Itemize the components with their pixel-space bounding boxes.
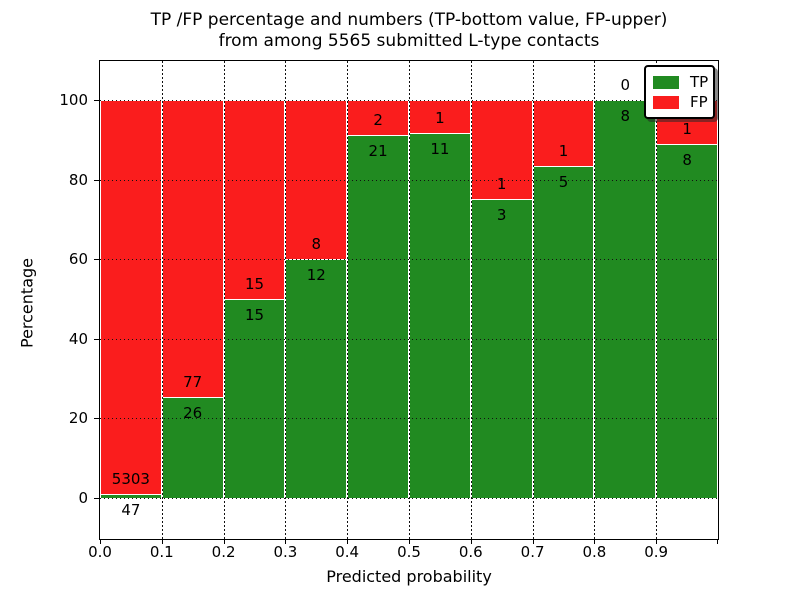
bar-count-label-tp: 5: [558, 173, 569, 192]
bar-count-label-tp: 11: [430, 140, 450, 159]
gridline-vertical: [409, 61, 410, 539]
legend-entry-tp: TP: [653, 72, 713, 92]
bar-count-label-tp: 15: [244, 305, 265, 324]
legend: TP FP: [644, 65, 715, 119]
bar-segment-tp: [223, 298, 286, 498]
y-tick-label: 100: [59, 90, 88, 109]
x-tick-mark: [470, 540, 472, 544]
legend-swatch-fp-icon: [653, 95, 679, 109]
x-tick-label: 0.3: [273, 543, 298, 561]
bar-count-label-fp: 5303: [111, 470, 150, 489]
gridline-vertical: [532, 61, 534, 539]
gridline-vertical: [656, 61, 658, 539]
x-axis-label: Predicted probability: [326, 567, 492, 586]
gridline-vertical: [223, 61, 225, 539]
bar-segment-fp: [161, 99, 224, 398]
x-tick-label: 0.4: [335, 543, 360, 561]
bar-count-label-fp: 1: [682, 120, 692, 139]
bar-count-label-fp: 2: [373, 110, 383, 129]
bar-segment-fp: [100, 99, 162, 495]
x-tick-label: 0.0: [88, 543, 112, 561]
x-tick-label: 0.7: [520, 543, 545, 561]
gridline-vertical: [161, 61, 163, 539]
chart-title: TP /FP percentage and numbers (TP-bottom…: [100, 10, 718, 52]
gridline-vertical: [594, 61, 596, 539]
chart-title-line1: TP /FP percentage and numbers (TP-bottom…: [150, 10, 668, 30]
bar-count-label-tp: 8: [682, 151, 692, 170]
bar-segment-tp: [100, 494, 162, 498]
legend-label-tp: TP: [690, 72, 709, 91]
y-tick-label: 60: [68, 250, 88, 269]
bar-segment-tp: [285, 259, 348, 498]
y-tick-label: 20: [68, 409, 88, 428]
bar-count-label-fp: 8: [311, 235, 322, 254]
y-tick-mark: [94, 179, 99, 181]
bar-count-label-tp: 8: [620, 106, 631, 125]
bar-segment-tp: [409, 133, 471, 498]
bar-segment-tp: [470, 199, 533, 498]
bar-count-label-fp: 1: [496, 175, 507, 194]
bar-count-label-tp: 47: [121, 501, 141, 520]
y-tick-mark: [94, 418, 99, 420]
bar-segment-tp: [347, 134, 409, 498]
y-tick-label: 40: [68, 329, 88, 348]
x-tick-mark: [161, 540, 163, 544]
bar-count-label-fp: 1: [435, 109, 445, 128]
y-tick-mark: [94, 259, 99, 261]
x-tick-mark: [347, 540, 349, 544]
x-tick-mark: [656, 540, 658, 544]
x-tick-label: 0.6: [458, 543, 483, 561]
x-tick-mark: [223, 540, 225, 544]
plot-area: 5303 47 77 26 15 15 8 12 2 21 1 11 1 3 1 5 0 8 1 8: [94, 60, 719, 544]
x-tick-label: 0.5: [397, 543, 421, 561]
x-tick-label: 0.8: [582, 543, 607, 561]
bar-count-label-tp: 12: [306, 266, 326, 285]
bar-segment-tp: [532, 166, 595, 498]
bar-count-label-tp: 21: [368, 141, 388, 160]
x-tick-label: 0.9: [644, 543, 669, 561]
gridline-vertical: [347, 61, 349, 539]
bar-count-label-tp: 26: [183, 404, 203, 423]
x-tick-mark: [717, 540, 718, 544]
legend-swatch-tp-icon: [653, 75, 679, 89]
gridline-vertical: [285, 61, 287, 539]
bar-count-label-fp: 77: [183, 373, 203, 392]
bar-count-label-fp: 15: [244, 274, 265, 293]
y-tick-label: 0: [78, 488, 88, 507]
x-tick-mark: [532, 540, 534, 544]
x-tick-mark: [100, 540, 101, 544]
legend-label-fp: FP: [690, 92, 708, 111]
chart-title-line2: from among 5565 submitted L-type contact…: [218, 31, 600, 51]
legend-entry-fp: FP: [653, 92, 713, 112]
bar-count-label-fp: 1: [558, 142, 569, 161]
y-tick-label: 80: [68, 170, 88, 189]
bar-segment-tp: [594, 99, 657, 498]
y-tick-mark: [94, 497, 99, 499]
y-tick-mark: [94, 338, 99, 340]
x-tick-label: 0.1: [149, 543, 174, 561]
x-tick-mark: [409, 540, 410, 544]
y-tick-mark: [94, 99, 99, 101]
x-tick-label: 0.2: [211, 543, 236, 561]
bar-count-label-tp: 3: [496, 206, 507, 225]
x-tick-mark: [594, 540, 596, 544]
bar-segment-fp: [223, 99, 286, 299]
bar-count-label-fp: 0: [620, 75, 631, 94]
gridline-vertical: [470, 61, 472, 539]
bar-segment-tp: [656, 144, 718, 498]
x-tick-mark: [285, 540, 287, 544]
